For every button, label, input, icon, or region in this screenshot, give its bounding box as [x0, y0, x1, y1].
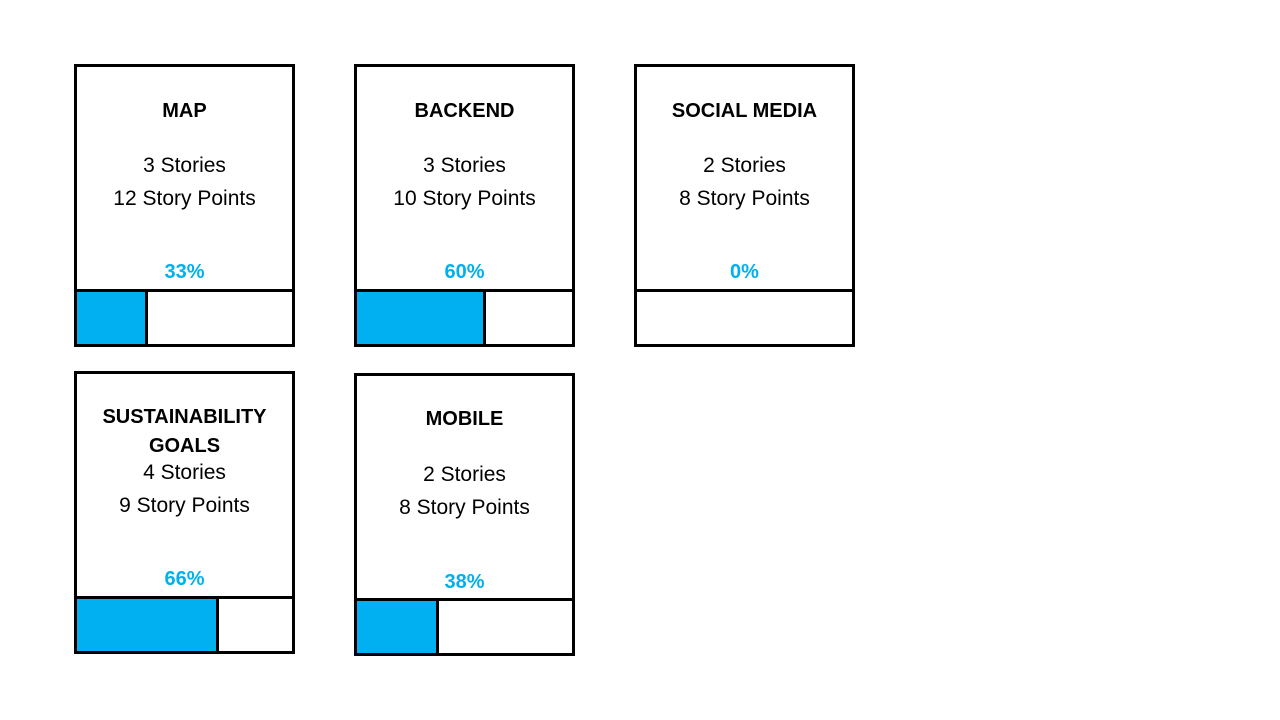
- progress-bar: [77, 289, 292, 344]
- progress-percent: 0%: [730, 261, 759, 283]
- story-count: 2 Stories: [703, 154, 786, 177]
- epic-card-mobile[interactable]: MOBILE 2 Stories 8 Story Points 38%: [354, 373, 575, 656]
- epic-title: BACKEND: [357, 97, 572, 126]
- story-points: 8 Story Points: [679, 187, 810, 210]
- epic-title-line: SUSTAINABILITY: [102, 406, 267, 428]
- story-points: 9 Story Points: [119, 494, 250, 517]
- progress-fill: [357, 292, 486, 344]
- story-points: 12 Story Points: [113, 187, 256, 210]
- progress-fill: [357, 601, 439, 653]
- progress-bar: [357, 598, 572, 653]
- epic-card-backend[interactable]: BACKEND 3 Stories 10 Story Points 60%: [354, 64, 575, 347]
- story-points: 10 Story Points: [393, 187, 536, 210]
- epic-title-line: SOCIAL MEDIA: [671, 100, 818, 122]
- progress-bar: [357, 289, 572, 344]
- progress-fill: [77, 292, 148, 344]
- story-count: 3 Stories: [423, 154, 506, 177]
- progress-percent: 60%: [444, 261, 485, 283]
- epic-title: MAP: [77, 97, 292, 126]
- progress-bar: [77, 596, 292, 651]
- story-points: 8 Story Points: [399, 496, 530, 519]
- epic-title: SOCIAL MEDIA: [637, 97, 852, 126]
- progress-percent: 38%: [444, 571, 485, 593]
- epic-title-line: GOALS: [148, 435, 221, 457]
- epic-title-line: BACKEND: [414, 100, 515, 122]
- epic-card-sustainability-goals[interactable]: SUSTAINABILITY GOALS 4 Stories 9 Story P…: [74, 371, 295, 654]
- story-count: 4 Stories: [143, 461, 226, 484]
- epic-title-line: MAP: [162, 100, 207, 122]
- progress-percent: 33%: [164, 261, 205, 283]
- progress-percent: 66%: [164, 568, 205, 590]
- epic-title: MOBILE: [357, 405, 572, 434]
- epic-card-map[interactable]: MAP 3 Stories 12 Story Points 33%: [74, 64, 295, 347]
- story-count: 3 Stories: [143, 154, 226, 177]
- story-count: 2 Stories: [423, 463, 506, 486]
- epic-title: SUSTAINABILITY GOALS: [77, 403, 292, 461]
- epic-title-line: MOBILE: [425, 408, 504, 430]
- epic-card-social-media[interactable]: SOCIAL MEDIA 2 Stories 8 Story Points 0%: [634, 64, 855, 347]
- progress-fill: [77, 599, 219, 651]
- progress-bar: [637, 289, 852, 344]
